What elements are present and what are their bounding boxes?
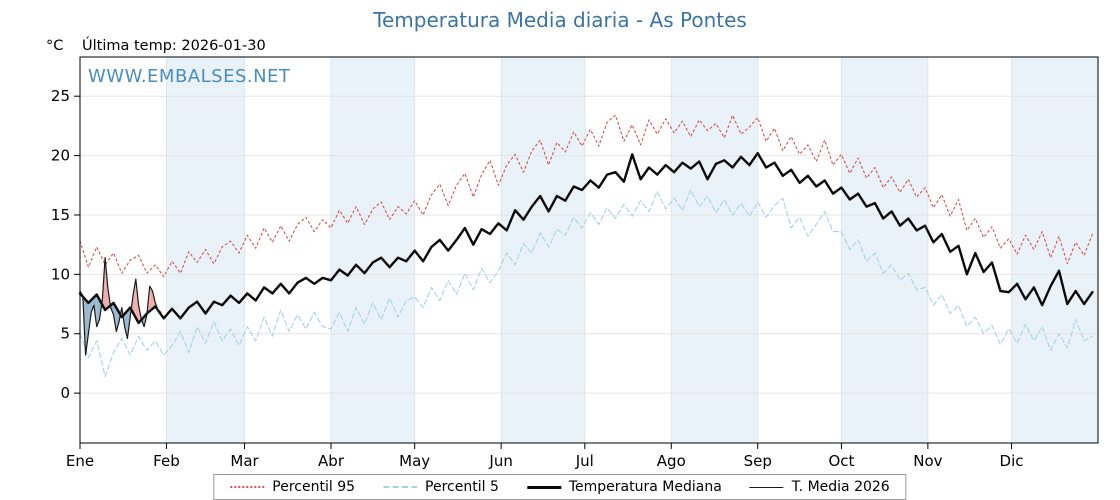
y-tick-label: 0 [60, 384, 70, 402]
x-tick-label: Ago [657, 452, 686, 470]
x-tick-label: Oct [828, 452, 854, 470]
legend-item-percentil-95: Percentil 95 [230, 479, 355, 495]
t-media-2026-line-sample [749, 486, 784, 488]
month-band [1011, 57, 1098, 443]
month-band [841, 57, 928, 443]
anomaly-fill [124, 310, 128, 339]
anomaly-fill [132, 279, 136, 318]
series-percentil-95 [79, 114, 1093, 278]
x-tick-label: Feb [153, 452, 180, 470]
series-percentil-5 [79, 189, 1093, 378]
month-band [331, 57, 415, 443]
x-tick-label: Abr [318, 452, 345, 470]
y-tick-label: 20 [51, 147, 70, 165]
x-tick-label: Jun [488, 452, 512, 470]
y-tick-label: 25 [51, 87, 70, 105]
y-tick-label: 10 [51, 265, 70, 283]
y-unit-label: °C [46, 38, 64, 54]
legend-label-t-media-2026: T. Media 2026 [791, 479, 890, 495]
x-tick-label: Ene [66, 452, 94, 470]
anomaly-fill [96, 294, 100, 327]
legend-label-temperatura-mediana: Temperatura Mediana [568, 479, 722, 495]
x-tick-label: Nov [913, 452, 942, 470]
anomaly-fill [85, 299, 89, 356]
legend-label-percentil-95: Percentil 95 [272, 479, 356, 495]
series-t-media-2026 [79, 257, 162, 356]
legend-label-percentil-5: Percentil 5 [425, 479, 499, 495]
x-tick-label: May [399, 452, 430, 470]
legend: Percentil 95 Percentil 5 Temperatura Med… [213, 474, 907, 500]
legend-item-temperatura-mediana: Temperatura Mediana [526, 479, 722, 495]
legend-item-percentil-5: Percentil 5 [383, 479, 499, 495]
legend-item-t-media-2026: T. Media 2026 [749, 479, 890, 495]
month-band [671, 57, 758, 443]
plot-area: 0 5 10 15 20 25 Ene Feb Mar Abr May Jun Jul Ago Sep Oct… [51, 56, 1099, 470]
series-temperatura-mediana [78, 151, 1094, 325]
x-tick-label: Sep [744, 452, 772, 470]
x-tick-label: Mar [230, 452, 259, 470]
temperatura-mediana-line-sample [526, 485, 561, 489]
percentil-95-line-sample [230, 486, 265, 488]
y-tick-label: 5 [60, 325, 70, 343]
x-tick-label: Jul [575, 452, 594, 470]
y-tick-label: 15 [51, 206, 70, 224]
percentil-5-line-sample [383, 486, 418, 488]
month-band [501, 57, 585, 443]
page-title: Temperatura Media diaria - As Pontes [373, 8, 747, 32]
last-temp-label: Última temp: 2026-01-30 [82, 38, 266, 54]
anomaly-fill [149, 286, 153, 312]
plot-border [79, 56, 1099, 444]
watermark: WWW.EMBALSES.NET [88, 66, 291, 87]
x-tick-label: Dic [1000, 452, 1024, 470]
